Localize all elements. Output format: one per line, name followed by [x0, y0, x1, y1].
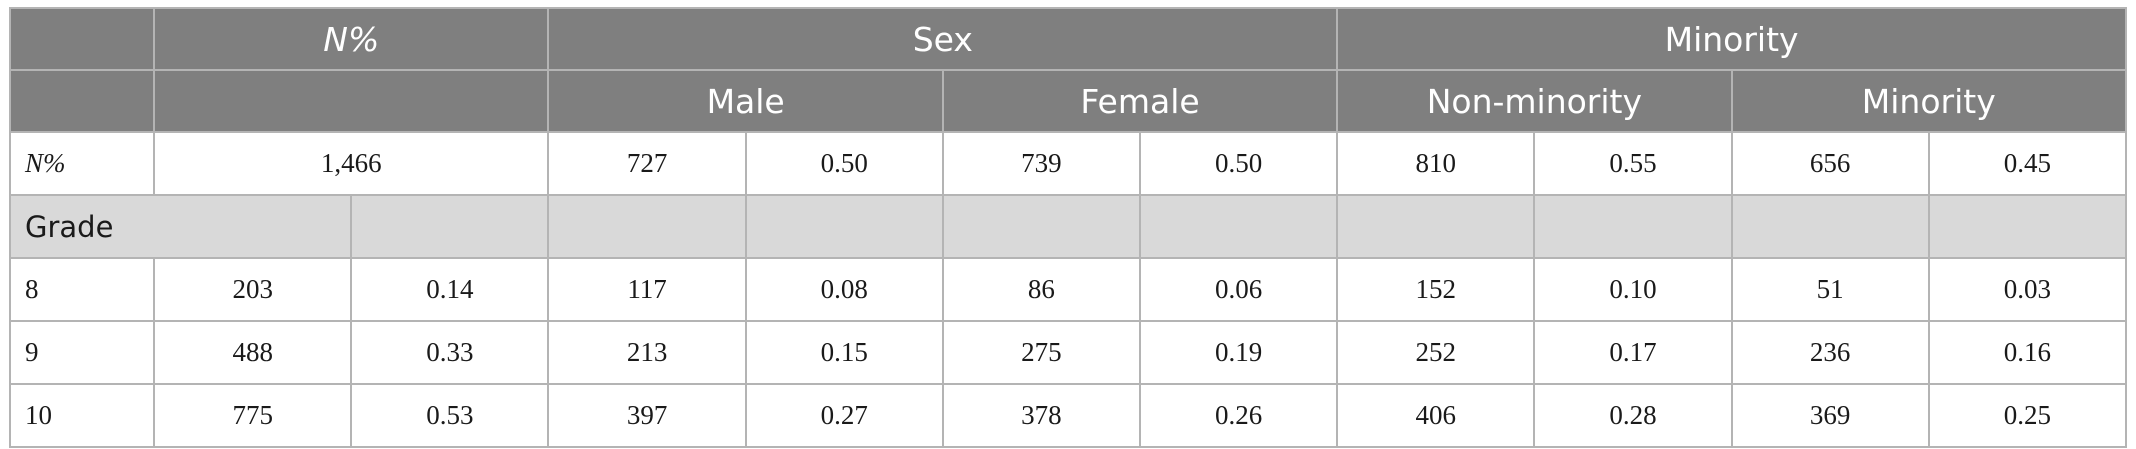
cell-female-pct: 0.06: [1138, 257, 1339, 322]
cell-min-pct: 0.03: [1927, 257, 2128, 322]
row-label: 9: [8, 320, 156, 385]
table-row: 8 203 0.14 117 0.08 86 0.06 152 0.10 51 …: [8, 257, 2128, 322]
cell-nonmin-n: 810: [1336, 131, 1536, 196]
section-cell: [1336, 194, 1536, 259]
demographics-table: N% Sex Minority Male Female Non-minority…: [8, 7, 2128, 448]
header-minority: Minority: [1730, 69, 2128, 133]
cell-male-pct: 0.15: [744, 320, 944, 385]
cell-female-n: 86: [941, 257, 1142, 322]
section-label-grade: Grade: [8, 194, 353, 259]
cell-male-n: 397: [547, 383, 747, 448]
header-row-1: N% Sex Minority: [8, 7, 2127, 71]
header-non-minority: Non-minority: [1336, 69, 1733, 133]
section-cell: [1138, 194, 1339, 259]
header-female: Female: [941, 69, 1339, 133]
section-cell: [744, 194, 944, 259]
row-label: 10: [8, 383, 156, 448]
row-label: N%: [8, 131, 156, 196]
cell-min-n: 236: [1730, 320, 1930, 385]
table-row: 10 775 0.53 397 0.27 378 0.26 406 0.28 3…: [8, 383, 2128, 448]
cell-female-n: 739: [941, 131, 1142, 196]
cell-min-pct: 0.16: [1927, 320, 2128, 385]
table-row-total: N% 1,466 727 0.50 739 0.50 810 0.55 656 …: [8, 131, 2128, 196]
section-cell: [1927, 194, 2128, 259]
header-minority-group: Minority: [1336, 7, 2127, 71]
header-corner: [8, 7, 156, 71]
cell-min-n: 51: [1730, 257, 1930, 322]
table-row-section: Grade: [8, 194, 2128, 259]
cell-total-n: 1,466: [153, 131, 550, 196]
cell-male-n: 117: [547, 257, 747, 322]
cell-nonmin-n: 406: [1336, 383, 1536, 448]
cell-nonmin-pct: 0.17: [1533, 320, 1733, 385]
table-row: 9 488 0.33 213 0.15 275 0.19 252 0.17 23…: [8, 320, 2128, 385]
cell-nonmin-pct: 0.28: [1533, 383, 1733, 448]
cell-min-pct: 0.25: [1927, 383, 2128, 448]
cell-min-n: 369: [1730, 383, 1930, 448]
cell-min-pct: 0.45: [1927, 131, 2128, 196]
cell-n: 488: [153, 320, 353, 385]
header-corner-2: [8, 69, 156, 133]
cell-nonmin-pct: 0.55: [1533, 131, 1733, 196]
cell-female-pct: 0.19: [1138, 320, 1339, 385]
header-n-percent: N%: [153, 7, 550, 71]
section-cell: [1533, 194, 1733, 259]
cell-female-n: 275: [941, 320, 1142, 385]
header-row-2: Male Female Non-minority Minority: [8, 69, 2128, 133]
row-label: 8: [8, 257, 156, 322]
cell-pct: 0.33: [350, 320, 550, 385]
cell-female-n: 378: [941, 383, 1142, 448]
cell-n: 203: [153, 257, 353, 322]
cell-female-pct: 0.26: [1138, 383, 1339, 448]
section-cell: [547, 194, 747, 259]
cell-male-n: 727: [547, 131, 747, 196]
section-cell: [941, 194, 1142, 259]
cell-min-n: 656: [1730, 131, 1930, 196]
cell-male-pct: 0.27: [744, 383, 944, 448]
header-sex: Sex: [547, 7, 1339, 71]
cell-n: 775: [153, 383, 353, 448]
cell-female-pct: 0.50: [1138, 131, 1339, 196]
cell-nonmin-pct: 0.10: [1533, 257, 1733, 322]
cell-nonmin-n: 152: [1336, 257, 1536, 322]
cell-pct: 0.14: [350, 257, 550, 322]
cell-male-n: 213: [547, 320, 747, 385]
header-male: Male: [547, 69, 944, 133]
section-cell: [1730, 194, 1930, 259]
section-cell: [350, 194, 550, 259]
cell-male-pct: 0.08: [744, 257, 944, 322]
cell-nonmin-n: 252: [1336, 320, 1536, 385]
cell-male-pct: 0.50: [744, 131, 944, 196]
header-n-percent-sub: [153, 69, 550, 133]
cell-pct: 0.53: [350, 383, 550, 448]
